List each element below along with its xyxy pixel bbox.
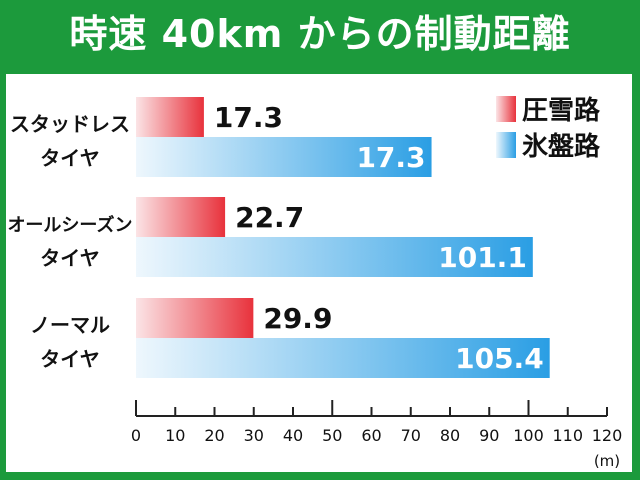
x-unit-label: (m) bbox=[594, 452, 620, 470]
bar-ice bbox=[136, 338, 550, 378]
value-label-packed-snow: 22.7 bbox=[235, 201, 304, 234]
value-label-packed-snow: 29.9 bbox=[263, 302, 332, 335]
category-label-line2: タイヤ bbox=[40, 146, 99, 170]
category-label-line2: タイヤ bbox=[40, 246, 99, 270]
x-tick-label: 120 bbox=[592, 426, 623, 445]
x-tick-label: 100 bbox=[513, 426, 544, 445]
x-tick-label: 50 bbox=[322, 426, 342, 445]
x-tick-label: 90 bbox=[479, 426, 499, 445]
x-tick-label: 70 bbox=[401, 426, 421, 445]
bar-ice bbox=[136, 237, 533, 277]
legend-label-packed-snow: 圧雪路 bbox=[522, 95, 601, 126]
value-label-ice: 101.1 bbox=[438, 241, 527, 274]
category-label-line2: タイヤ bbox=[40, 347, 99, 371]
category-label-line1: スタッドレス bbox=[10, 112, 130, 136]
value-label-packed-snow: 17.3 bbox=[214, 101, 283, 134]
chart-title: 時速 40km からの制動距離 bbox=[69, 12, 571, 56]
x-tick-label: 10 bbox=[165, 426, 185, 445]
bar-packed-snow bbox=[136, 298, 254, 338]
value-label-ice: 105.4 bbox=[455, 342, 544, 375]
bar-packed-snow bbox=[136, 97, 204, 137]
legend-label-ice: 氷盤路 bbox=[522, 131, 601, 162]
bar-ice bbox=[136, 137, 432, 177]
x-tick-label: 0 bbox=[131, 426, 141, 445]
legend-swatch-ice bbox=[496, 132, 516, 158]
category-label: オールシーズンタイヤ bbox=[7, 214, 132, 270]
category-label: スタッドレスタイヤ bbox=[10, 112, 130, 170]
x-tick-label: 30 bbox=[244, 426, 264, 445]
x-tick-label: 20 bbox=[204, 426, 224, 445]
x-tick-label: 110 bbox=[552, 426, 583, 445]
value-label-ice: 17.3 bbox=[356, 141, 425, 174]
category-label-line1: オールシーズン bbox=[7, 214, 132, 236]
bar-packed-snow bbox=[136, 197, 226, 237]
x-tick-label: 80 bbox=[440, 426, 460, 445]
legend-swatch-packed-snow bbox=[496, 96, 516, 122]
x-tick-label: 60 bbox=[361, 426, 381, 445]
category-label-line1: ノーマル bbox=[30, 313, 110, 337]
x-tick-label: 40 bbox=[283, 426, 303, 445]
category-label: ノーマルタイヤ bbox=[30, 313, 110, 371]
